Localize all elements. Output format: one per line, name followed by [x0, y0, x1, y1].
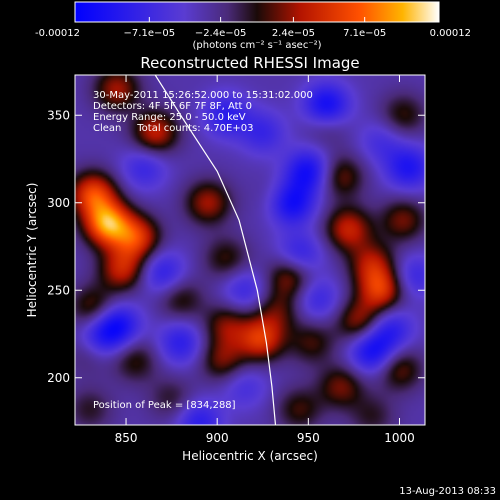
- colorbar-unit-label: (photons cm⁻² s⁻¹ asec⁻²): [192, 40, 321, 51]
- y-axis-label: Heliocentric Y (arcsec): [25, 183, 39, 318]
- annotation-method: Clean Total counts: 4.70E+03: [93, 123, 253, 134]
- heatmap-raster: [75, 75, 425, 425]
- annotation-detectors: Detectors: 4F 5F 6F 7F 8F, Att 0: [93, 101, 252, 112]
- plot-frame: [74, 74, 426, 426]
- footer-timestamp: 13-Aug-2013 08:33: [399, 486, 496, 497]
- y-tick-label: 350: [47, 108, 70, 122]
- colorbar-tick-label: −2.4e−05: [195, 28, 247, 39]
- y-axis-ticks: 200 250 300 350: [47, 108, 425, 385]
- x-axis-ticks: 850 900 950 1000: [115, 75, 415, 445]
- colorbar-tick-label: −7.1e−05: [124, 28, 176, 39]
- annotation-time-range: 30-May-2011 15:26:52.000 to 15:31:02.000: [93, 90, 313, 101]
- annotation-energy: Energy Range: 25.0 - 50.0 keV: [93, 112, 246, 123]
- colorbar-tick-label: 0.00012: [430, 28, 471, 39]
- colorbar-tick-label: -0.00012: [35, 28, 80, 39]
- y-tick-label: 200: [47, 371, 70, 385]
- y-tick-label: 250: [47, 283, 70, 297]
- colorbar: [74, 1, 440, 23]
- y-tick-label: 300: [47, 196, 70, 210]
- x-axis-label: Heliocentric X (arcsec): [182, 449, 318, 463]
- colorbar-tick-label: 7.1e−05: [343, 28, 386, 39]
- colorbar-tick-label: 2.4e−05: [272, 28, 315, 39]
- annotation-peak-position: Position of Peak = [834,288]: [93, 400, 236, 411]
- solar-limb-line: [154, 75, 277, 425]
- x-tick-label: 850: [115, 431, 138, 445]
- x-tick-label: 950: [297, 431, 320, 445]
- colorbar-ticks: -0.00012 −7.1e−05 −2.4e−05 2.4e−05 7.1e−05 0.…: [35, 17, 471, 39]
- x-tick-label: 900: [206, 431, 229, 445]
- heatmap-image: [75, 75, 425, 425]
- chart-title: Reconstructed RHESSI Image: [140, 54, 359, 72]
- x-tick-label: 1000: [384, 431, 415, 445]
